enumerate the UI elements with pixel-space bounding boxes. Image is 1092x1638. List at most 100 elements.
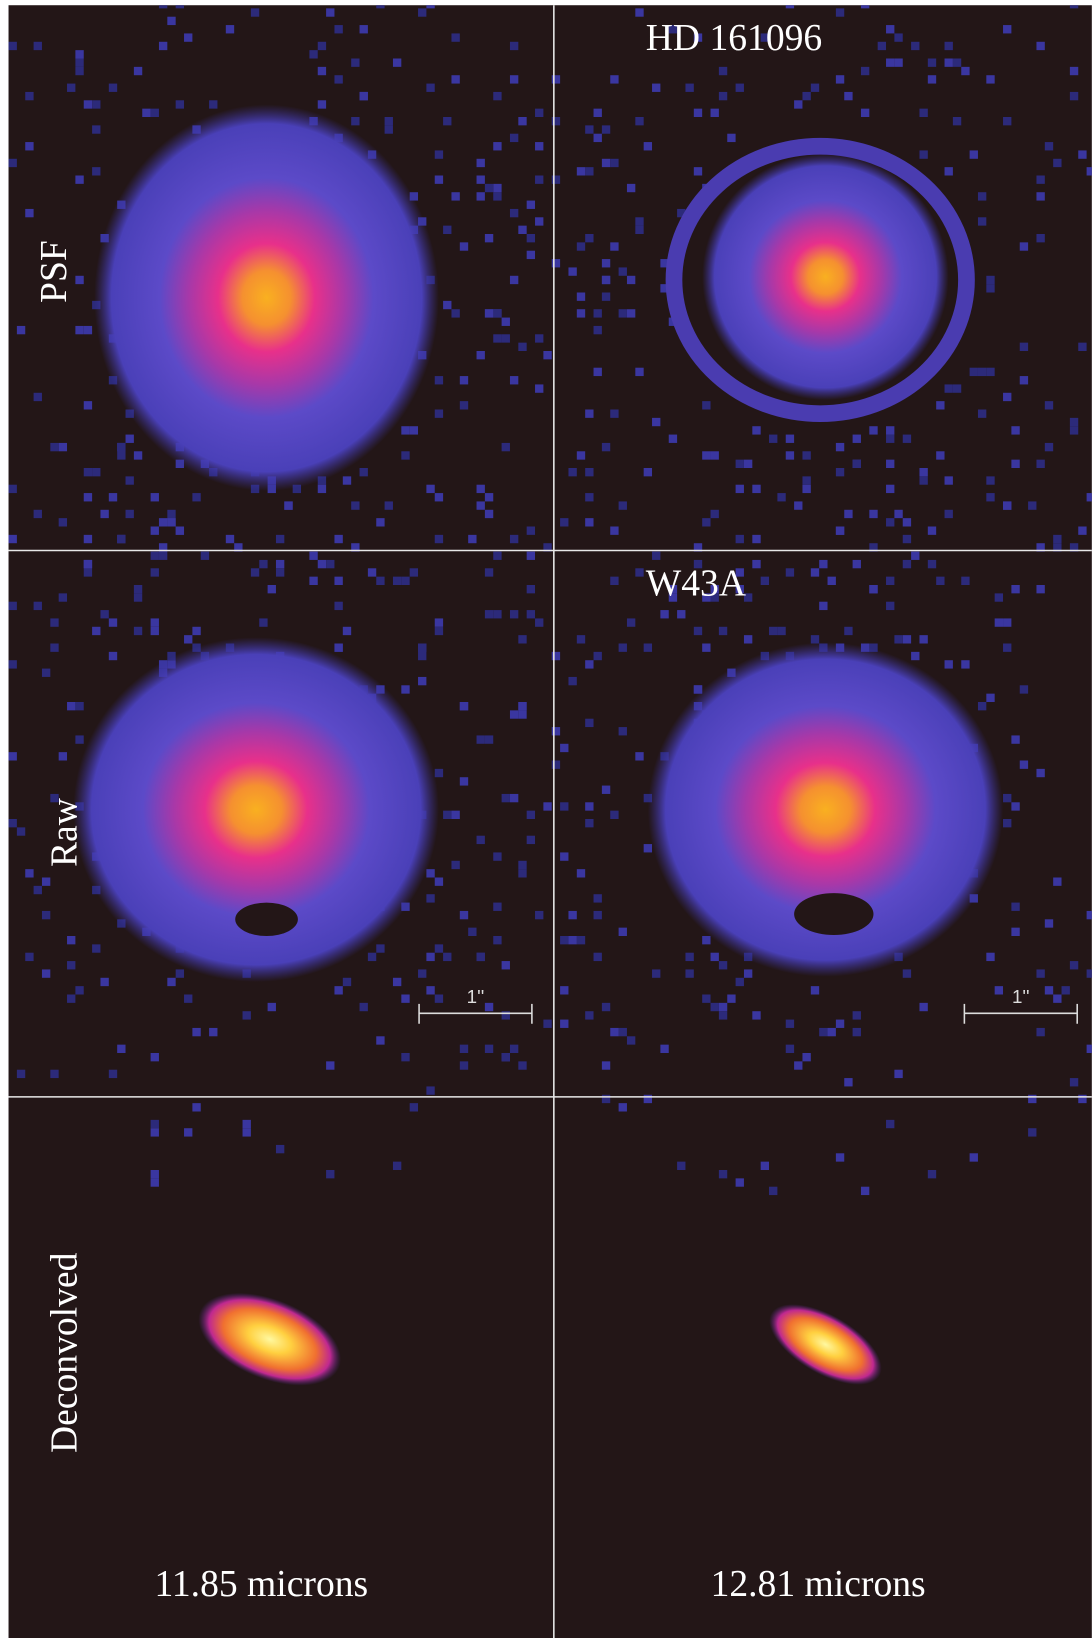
noise-pixel bbox=[309, 552, 317, 560]
noise-pixel bbox=[602, 786, 610, 794]
noise-pixel bbox=[844, 1078, 852, 1086]
noise-pixel bbox=[585, 234, 593, 242]
noise-pixel bbox=[151, 618, 159, 626]
noise-pixel bbox=[627, 618, 635, 626]
noise-pixel bbox=[627, 1036, 635, 1044]
noise-pixel bbox=[928, 1170, 936, 1178]
noise-pixel bbox=[594, 309, 602, 317]
noise-pixel bbox=[401, 451, 409, 459]
noise-pixel bbox=[510, 710, 518, 718]
noise-pixel bbox=[477, 159, 485, 167]
noise-pixel bbox=[560, 802, 568, 810]
noise-pixel bbox=[477, 836, 485, 844]
noise-pixel bbox=[577, 309, 585, 317]
noise-pixel bbox=[1070, 67, 1078, 75]
noise-pixel bbox=[518, 635, 526, 643]
noise-pixel bbox=[151, 627, 159, 635]
noise-pixel bbox=[535, 176, 543, 184]
noise-pixel bbox=[1036, 769, 1044, 777]
noise-pixel bbox=[268, 585, 276, 593]
noise-pixel bbox=[1011, 460, 1019, 468]
noise-pixel bbox=[685, 84, 693, 92]
noise-pixel bbox=[334, 577, 342, 585]
noise-pixel bbox=[493, 334, 501, 342]
noise-pixel bbox=[978, 217, 986, 225]
noise-pixel bbox=[159, 518, 167, 526]
noise-pixel bbox=[644, 844, 652, 852]
noise-pixel bbox=[318, 485, 326, 493]
noise-pixel bbox=[928, 75, 936, 83]
psf-blob bbox=[702, 154, 949, 401]
noise-pixel bbox=[585, 1011, 593, 1019]
noise-pixel bbox=[84, 535, 92, 543]
noise-pixel bbox=[970, 368, 978, 376]
noise-pixel bbox=[343, 476, 351, 484]
noise-pixel bbox=[351, 117, 359, 125]
noise-pixel bbox=[577, 167, 585, 175]
noise-pixel bbox=[853, 460, 861, 468]
noise-pixel bbox=[752, 485, 760, 493]
noise-pixel bbox=[42, 669, 50, 677]
column-title: W43A bbox=[646, 562, 746, 604]
noise-pixel bbox=[786, 451, 794, 459]
noise-pixel bbox=[786, 568, 794, 576]
noise-pixel bbox=[343, 627, 351, 635]
noise-pixel bbox=[585, 468, 593, 476]
noise-pixel bbox=[493, 309, 501, 317]
noise-pixel bbox=[485, 234, 493, 242]
noise-pixel bbox=[502, 443, 510, 451]
noise-pixel bbox=[719, 92, 727, 100]
noise-pixel bbox=[711, 109, 719, 117]
noise-pixel bbox=[67, 995, 75, 1003]
noise-pixel bbox=[694, 167, 702, 175]
noise-pixel bbox=[334, 75, 342, 83]
noise-pixel bbox=[1003, 644, 1011, 652]
noise-pixel bbox=[577, 936, 585, 944]
noise-pixel bbox=[1062, 986, 1070, 994]
noise-pixel bbox=[17, 1070, 25, 1078]
noise-pixel bbox=[644, 468, 652, 476]
noise-pixel bbox=[928, 560, 936, 568]
noise-pixel bbox=[25, 869, 33, 877]
noise-pixel bbox=[568, 936, 576, 944]
noise-pixel bbox=[92, 167, 100, 175]
noise-pixel bbox=[485, 510, 493, 518]
noise-pixel bbox=[978, 368, 986, 376]
column-caption: 12.81 microns bbox=[711, 1563, 926, 1605]
raw-hole bbox=[235, 903, 298, 936]
row-label: PSF bbox=[33, 240, 75, 303]
noise-pixel bbox=[451, 861, 459, 869]
noise-pixel bbox=[50, 618, 58, 626]
noise-pixel bbox=[1020, 376, 1028, 384]
noise-pixel bbox=[945, 384, 953, 392]
noise-pixel bbox=[518, 1061, 526, 1069]
noise-pixel bbox=[59, 518, 67, 526]
noise-pixel bbox=[1045, 986, 1053, 994]
noise-pixel bbox=[610, 811, 618, 819]
noise-pixel bbox=[318, 560, 326, 568]
noise-pixel bbox=[719, 1011, 727, 1019]
noise-pixel bbox=[75, 50, 83, 58]
noise-pixel bbox=[151, 109, 159, 117]
noise-pixel bbox=[819, 602, 827, 610]
noise-pixel bbox=[17, 326, 25, 334]
noise-pixel bbox=[652, 418, 660, 426]
noise-pixel bbox=[627, 309, 635, 317]
noise-pixel bbox=[485, 610, 493, 618]
noise-pixel bbox=[334, 535, 342, 543]
noise-pixel bbox=[1070, 961, 1078, 969]
noise-pixel bbox=[811, 986, 819, 994]
noise-pixel bbox=[986, 493, 994, 501]
noise-pixel bbox=[794, 501, 802, 509]
noise-pixel bbox=[986, 953, 994, 961]
noise-pixel bbox=[1003, 618, 1011, 626]
noise-pixel bbox=[602, 293, 610, 301]
noise-pixel bbox=[75, 702, 83, 710]
noise-pixel bbox=[802, 451, 810, 459]
noise-pixel bbox=[1045, 443, 1053, 451]
noise-pixel bbox=[493, 192, 501, 200]
noise-pixel bbox=[401, 995, 409, 1003]
noise-pixel bbox=[151, 552, 159, 560]
noise-pixel bbox=[619, 1028, 627, 1036]
noise-pixel bbox=[251, 8, 259, 16]
